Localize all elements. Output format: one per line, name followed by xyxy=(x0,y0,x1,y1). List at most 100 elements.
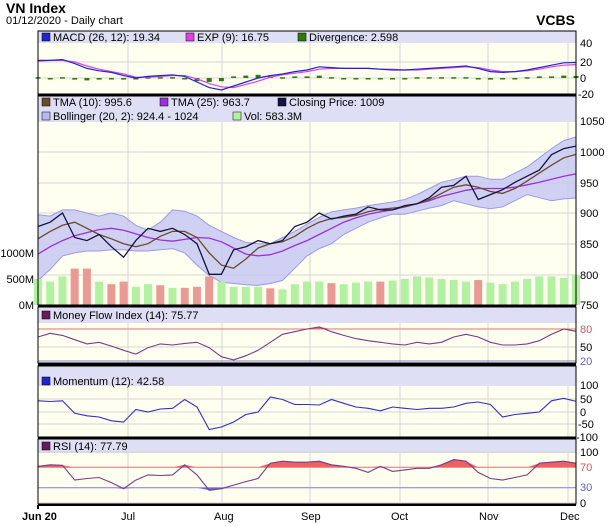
volume-bar xyxy=(523,279,532,305)
volume-bar xyxy=(82,268,91,305)
y-tick-label: 950 xyxy=(580,178,598,190)
y-tick-label: 0 xyxy=(580,498,586,510)
volume-bar xyxy=(351,282,360,305)
price-legend: TMA (10): 995.6 TMA (25): 963.7 Closing … xyxy=(41,97,384,123)
chart-title: VN Index xyxy=(6,0,66,16)
macd-legend-label: MACD (26, 12): 19.34 xyxy=(53,32,160,44)
closing-price-line xyxy=(37,145,577,275)
divergence-bar xyxy=(365,78,371,80)
y-tick-label: -100 xyxy=(576,432,598,444)
volume-tick-label: 500M xyxy=(6,274,34,286)
y-tick-label: 50 xyxy=(580,342,592,354)
y-tick-label: -20 xyxy=(578,89,594,101)
y-tick-label: 1000 xyxy=(580,147,604,159)
rsi-legend-band xyxy=(38,439,576,453)
momentum-legend-label: Momentum (12): 42.58 xyxy=(53,376,164,388)
divergence-bar xyxy=(218,78,224,82)
price-legend-band xyxy=(38,96,576,122)
volume-bar xyxy=(180,287,189,305)
divergence-bar xyxy=(475,78,481,80)
mfi-legend-label: Money Flow Index (14): 75.77 xyxy=(53,310,199,322)
divergence-bar xyxy=(426,77,432,79)
divergence-bar xyxy=(47,78,53,80)
divergence-bar xyxy=(243,75,249,78)
volume-bar xyxy=(107,284,116,305)
volume-bar xyxy=(315,281,324,305)
x-tick-label: Aug xyxy=(214,511,234,523)
macd-legend-swatch xyxy=(41,32,51,42)
mfi-line xyxy=(37,326,577,361)
divergence-bar xyxy=(108,78,114,80)
divergence-bar xyxy=(549,76,555,78)
divergence-bar xyxy=(487,78,493,80)
y-tick-label: -50 xyxy=(578,419,594,431)
price-y-axis: 1050 1000 950 900 850 800 750 xyxy=(580,116,604,312)
volume-bar xyxy=(449,280,458,305)
y-tick-label: 100 xyxy=(580,447,598,459)
volume-bar xyxy=(413,276,422,305)
divergence-bar xyxy=(377,78,383,80)
y-tick-label: 800 xyxy=(580,270,598,282)
divergence-bar xyxy=(145,77,151,79)
volume-bar xyxy=(290,284,299,305)
y-tick-label: 20 xyxy=(580,57,592,69)
x-tick-label: Nov xyxy=(479,511,499,523)
volume-bar xyxy=(168,287,177,305)
volume-tick-label: 0M xyxy=(19,300,34,312)
vol-legend-swatch xyxy=(232,111,242,121)
volume-bar xyxy=(119,281,128,305)
volume-bar xyxy=(303,281,311,305)
momentum-legend: Momentum (12): 42.58 xyxy=(41,376,164,388)
exp-legend-label: EXP (9): 16.75 xyxy=(197,32,269,44)
rsi-legend-swatch xyxy=(41,441,51,451)
divergence-bar xyxy=(121,78,127,80)
volume-bar xyxy=(376,281,385,305)
volume-bar xyxy=(327,283,336,305)
divergence-bar xyxy=(328,77,334,79)
volume-bar xyxy=(364,281,373,305)
macd-legend: MACD (26, 12): 19.34 EXP (9): 16.75 Dive… xyxy=(41,32,398,44)
rsi-y-axis: 100 70 30 0 xyxy=(580,447,598,510)
momentum-legend-band xyxy=(38,366,576,386)
volume-bar xyxy=(70,268,79,305)
divergence-bar xyxy=(255,74,261,78)
divergence-bar xyxy=(316,75,322,78)
volume-bar xyxy=(486,282,495,305)
y-tick-label: 40 xyxy=(580,38,592,50)
divergence-bar xyxy=(341,78,347,80)
volume-bar xyxy=(474,280,483,305)
divergence-bar xyxy=(96,78,102,80)
divergence-bar xyxy=(59,77,65,79)
volume-bar xyxy=(535,276,544,305)
volume-bar xyxy=(425,277,434,305)
volume-bar xyxy=(400,279,409,305)
bollinger-legend-swatch xyxy=(41,111,51,121)
divergence-bar xyxy=(414,77,420,79)
divergence-bar xyxy=(157,77,163,79)
divergence-bar xyxy=(133,78,139,80)
y-tick-label: 50 xyxy=(580,394,592,406)
mfi-legend: Money Flow Index (14): 75.77 xyxy=(41,310,199,322)
volume-tick-label: 1000M xyxy=(0,248,34,260)
volume-bar xyxy=(229,286,238,305)
volume-bar xyxy=(217,281,226,305)
divergence-legend-swatch xyxy=(297,32,307,42)
mfi-legend-band xyxy=(38,307,576,323)
volume-bar xyxy=(266,288,275,305)
divergence-bar xyxy=(512,78,518,80)
tma10-legend-label: TMA (10): 995.6 xyxy=(53,97,132,109)
divergence-bar xyxy=(451,77,457,79)
divergence-bar xyxy=(194,78,200,82)
divergence-bar xyxy=(170,77,175,79)
divergence-bar xyxy=(402,78,408,80)
volume-bar xyxy=(254,286,263,305)
divergence-bar xyxy=(524,77,530,79)
y-tick-label: 850 xyxy=(580,239,598,251)
rsi-legend: RSI (14): 77.79 xyxy=(41,441,128,453)
divergence-bar xyxy=(231,76,237,78)
x-tick-label: Dec xyxy=(560,511,580,523)
divergence-bar xyxy=(182,78,188,80)
volume-y-axis: 1000M 500M 0M xyxy=(0,248,34,312)
volume-bar xyxy=(46,281,55,305)
